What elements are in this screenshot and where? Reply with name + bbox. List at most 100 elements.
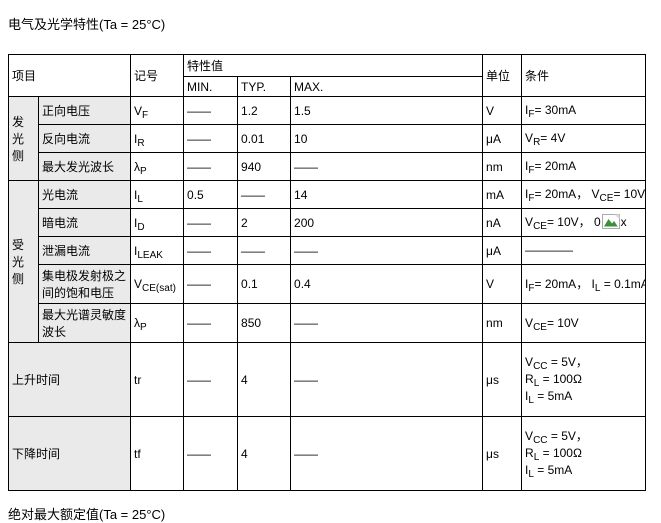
min-cell: —— (183, 96, 239, 125)
unit-cell: V (482, 264, 523, 304)
condition-line: IL = 5mA (525, 463, 573, 480)
item-cell: 反向电流 (37, 124, 132, 153)
typ-cell: 850 (237, 303, 292, 343)
typ-cell: 4 (237, 416, 292, 491)
symbol-cell: ILEAK (130, 236, 185, 265)
unit-cell: nA (482, 208, 523, 237)
max-cell: 0.4 (290, 264, 484, 304)
min-cell: —— (183, 152, 239, 181)
broken-image-icon (601, 214, 620, 229)
condition-cell: VCC = 5V， RL = 100Ω IL = 5mA (521, 342, 647, 417)
item-cell: 正向电压 (37, 96, 132, 125)
condition-cell: IF= 20mA， IL = 0.1mA (521, 264, 647, 304)
header-max: MAX. (290, 76, 484, 97)
header-unit: 单位 (482, 54, 523, 97)
item-cell: 最大光谱灵敏度波长 (37, 303, 132, 343)
typ-cell: —— (237, 180, 292, 209)
max-cell: —— (290, 152, 484, 181)
group-cell: 受光侧 (8, 180, 39, 343)
unit-cell: μA (482, 124, 523, 153)
item-cell: 最大发光波长 (37, 152, 132, 181)
header-typ: TYP. (237, 76, 292, 97)
symbol-cell: IL (130, 180, 185, 209)
table-row: 下降时间 tf —— 4 —— μs VCC = 5V， RL = 100Ω IL = 5mA (7, 416, 647, 491)
table-row: 最大发光波长 λP —— 940 —— nm IF= 20mA (9, 152, 647, 181)
condition-line: VCC = 5V， (525, 429, 588, 446)
typ-cell: 2 (237, 208, 292, 237)
condition-cell: VR= 4V (521, 124, 647, 153)
table-row: 受光侧 光电流 IL 0.5 —— 14 mA IF= 20mA， VCE= 10V (8, 180, 647, 343)
condition-line: IF= 20mA， IL = 0.1mA (525, 276, 646, 294)
min-cell: —— (183, 208, 239, 237)
footer-title: 绝对最大额定值(Ta = 25°C) (8, 507, 166, 522)
min-cell: —— (183, 303, 239, 343)
header-row-1: 项目 记号 特性值 单位 条件 (7, 54, 647, 97)
unit-cell: μs (482, 416, 523, 491)
condition-line: VR= 4V (525, 131, 566, 148)
condition-cell: VCC = 5V， RL = 100Ω IL = 5mA (521, 416, 647, 491)
min-cell: —— (183, 236, 239, 265)
typ-cell: 1.2 (237, 96, 292, 125)
symbol-cell: λP (130, 303, 185, 343)
min-cell: —— (183, 342, 239, 417)
condition-cell: VCE= 10V (521, 303, 647, 343)
page-title: 电气及光学特性(Ta = 25°C) (8, 17, 166, 32)
table-row: 上升时间 tr —— 4 —— μs VCC = 5V， RL = 100Ω IL = 5mA (7, 342, 647, 417)
min-cell: —— (183, 124, 239, 153)
min-cell: 0.5 (183, 180, 239, 209)
condition-line: RL = 100Ω (525, 446, 582, 463)
table-row: 最大光谱灵敏度波长 λP —— 850 —— nm VCE= 10V (9, 303, 647, 343)
symbol-cell: λP (130, 152, 185, 181)
item-cell: 上升时间 (7, 342, 132, 417)
condition-cell: ———— (521, 236, 647, 265)
symbol-cell: VF (130, 96, 185, 125)
unit-cell: mA (482, 180, 523, 209)
typ-cell: 0.01 (237, 124, 292, 153)
max-cell: 14 (290, 180, 484, 209)
header-condition: 条件 (521, 54, 647, 97)
unit-cell: μs (482, 342, 523, 417)
table-row: 反向电流 IR —— 0.01 10 μA VR= 4V (9, 124, 647, 153)
symbol-cell: VCE(sat) (130, 264, 185, 304)
condition-line: IL = 5mA (525, 389, 573, 406)
max-cell: 200 (290, 208, 484, 237)
max-cell: —— (290, 342, 484, 417)
symbol-cell: tr (130, 342, 185, 417)
max-cell: —— (290, 303, 484, 343)
condition-line: ———— (525, 243, 574, 257)
condition-line: VCE= 10V (525, 315, 579, 333)
condition-cell: IF= 20mA (521, 152, 647, 181)
unit-cell: V (482, 96, 523, 125)
item-cell: 集电极发射极之间的饱和电压 (37, 264, 132, 304)
typ-cell: 940 (237, 152, 292, 181)
condition-line: IF= 30mA (525, 103, 577, 120)
item-cell: 泄漏电流 (37, 236, 132, 265)
typ-cell: 4 (237, 342, 292, 417)
unit-cell: nm (482, 303, 523, 343)
item-cell: 光电流 (37, 180, 132, 209)
condition-line: IF= 20mA， VCE= 10V (525, 187, 646, 204)
max-cell: 10 (290, 124, 484, 153)
item-cell: 下降时间 (7, 416, 132, 491)
table-body: 发光侧 正向电压 VF —— 1.2 1.5 V IF= 30mA 反向电流 IR —— 0.01 10… (7, 96, 647, 491)
min-cell: —— (183, 264, 239, 304)
symbol-cell: tf (130, 416, 185, 491)
condition-line: VCC = 5V， (525, 355, 588, 372)
min-cell: —— (183, 416, 239, 491)
condition-line: IF= 20mA (525, 159, 577, 176)
typ-cell: 0.1 (237, 264, 292, 304)
max-cell: 1.5 (290, 96, 484, 125)
max-cell: —— (290, 416, 484, 491)
header-min: MIN. (183, 76, 239, 97)
condition-cell: IF= 30mA (521, 96, 647, 125)
header-item: 项目 (7, 54, 132, 97)
table-row: 泄漏电流 ILEAK —— —— —— μA ———— (9, 236, 647, 265)
max-cell: —— (290, 236, 484, 265)
unit-cell: nm (482, 152, 523, 181)
symbol-cell: ID (130, 208, 185, 237)
group-cell: 发光侧 (8, 96, 39, 181)
